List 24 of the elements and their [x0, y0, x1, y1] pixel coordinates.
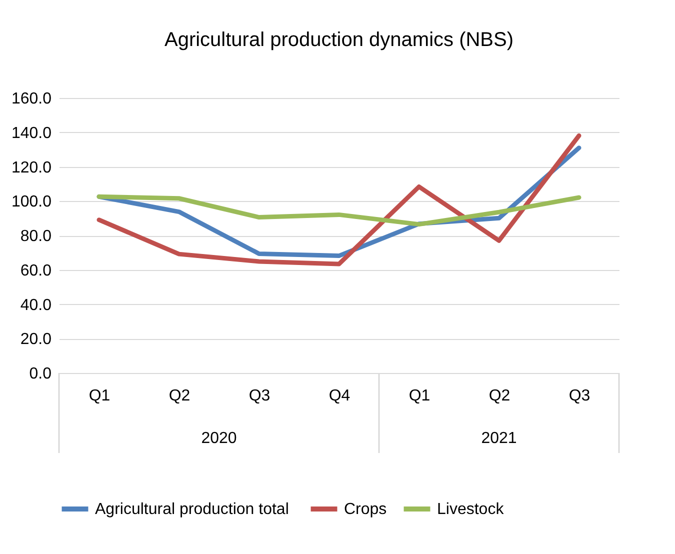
legend-label: Crops [344, 501, 387, 518]
y-tick-label: 80.0 [20, 228, 52, 245]
x-tick-label: Q3 [248, 388, 270, 404]
y-tick-label: 0.0 [29, 366, 52, 382]
x-tick-label: Q2 [488, 388, 510, 404]
x-tick-label: Q1 [408, 388, 430, 404]
x-tick-label: Q1 [88, 388, 110, 404]
text: 2020 [201, 430, 237, 447]
chart-title: Agricultural production dynamics (NBS) [164, 29, 514, 51]
x-tick-label: Q4 [328, 388, 350, 404]
text: 2021 [481, 430, 517, 447]
line-series [96, 133, 582, 266]
y-tick-label: 40.0 [20, 296, 52, 314]
y-tick-label: 20.0 [20, 331, 52, 348]
x-tick-label: Q2 [168, 388, 190, 404]
y-tick-label: 160.0 [11, 90, 52, 108]
legend-label: Livestock [437, 501, 505, 518]
legend-label: Agricultural production total [95, 501, 289, 518]
line-series [96, 194, 582, 227]
y-tick-label: 60.0 [20, 262, 52, 280]
y-tick-label: 140.0 [11, 124, 52, 142]
x-tick-label: Q3 [568, 388, 590, 404]
y-tick-label: 120.0 [11, 159, 52, 176]
y-tick-label: 100.0 [11, 194, 52, 211]
